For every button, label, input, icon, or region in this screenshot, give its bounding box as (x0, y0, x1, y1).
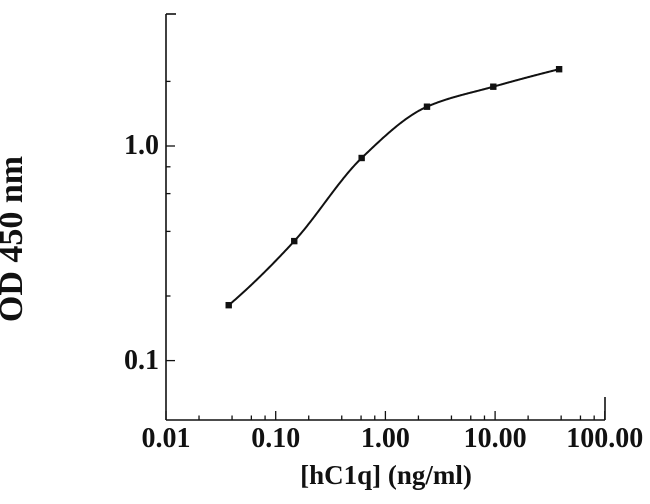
svg-text:1.00: 1.00 (361, 423, 410, 454)
svg-text:0.01: 0.01 (142, 423, 191, 454)
svg-text:10.00: 10.00 (464, 423, 527, 454)
svg-text:[hC1q] (ng/ml): [hC1q] (ng/ml) (300, 460, 472, 490)
svg-text:0.1: 0.1 (124, 345, 159, 376)
svg-text:100.00: 100.00 (566, 423, 643, 454)
svg-text:0.10: 0.10 (251, 423, 300, 454)
svg-text:OD 450 nm: OD 450 nm (0, 156, 30, 322)
svg-text:1.0: 1.0 (124, 130, 159, 161)
